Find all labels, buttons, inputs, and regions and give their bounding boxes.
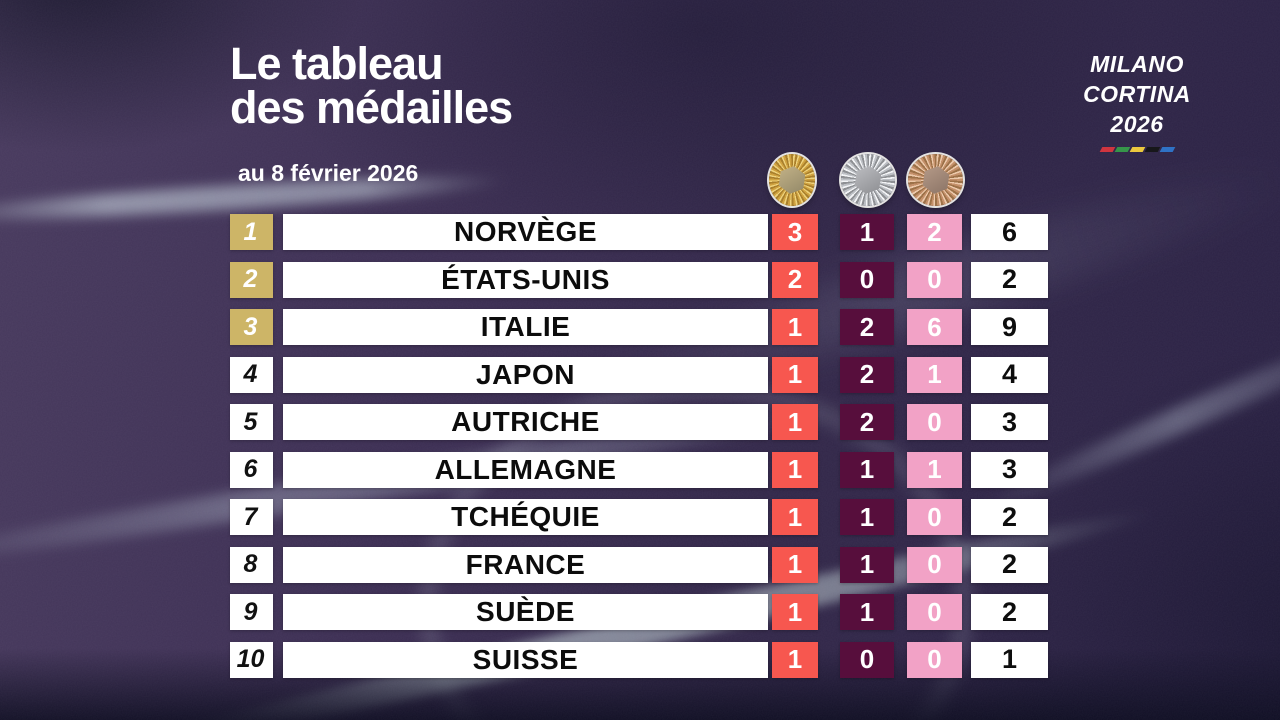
table-row: 9 SUÈDE 1 1 0 2 bbox=[230, 594, 1048, 630]
country-name-cell: ÉTATS-UNIS bbox=[283, 261, 768, 298]
table-row: 8 FRANCE 1 1 0 2 bbox=[230, 546, 1048, 583]
gold-count-cell: 1 bbox=[772, 499, 818, 535]
silver-count-cell: 1 bbox=[840, 546, 894, 583]
gold-count-cell: 1 bbox=[772, 641, 818, 678]
country-name-cell: JAPON bbox=[283, 356, 768, 393]
country-name-cell: AUTRICHE bbox=[283, 404, 768, 440]
table-row: 6 ALLEMAGNE 1 1 1 3 bbox=[230, 451, 1048, 488]
olympic-dash bbox=[1144, 146, 1160, 152]
rank-badge: 4 bbox=[230, 356, 273, 393]
logo-line2: CORTINA bbox=[1083, 80, 1191, 107]
gold-count-cell: 3 bbox=[772, 214, 818, 250]
country-name-cell: FRANCE bbox=[283, 546, 768, 583]
rank-badge: 2 bbox=[230, 261, 273, 298]
country-name-cell: NORVÈGE bbox=[283, 214, 768, 250]
total-count-cell: 1 bbox=[971, 641, 1048, 678]
page-title-line1: Le tableau bbox=[230, 38, 444, 89]
olympic-dash bbox=[1099, 146, 1115, 152]
rank-badge: 6 bbox=[230, 451, 273, 488]
gold-count-cell: 2 bbox=[772, 261, 818, 298]
bronze-count-cell: 2 bbox=[907, 214, 962, 250]
country-name-cell: SUÈDE bbox=[283, 594, 768, 630]
gold-count-cell: 1 bbox=[772, 594, 818, 630]
silver-count-cell: 2 bbox=[840, 356, 894, 393]
table-row: 3 ITALIE 1 2 6 9 bbox=[230, 309, 1048, 345]
gold-count-cell: 1 bbox=[772, 546, 818, 583]
silver-medal-icon bbox=[841, 154, 895, 206]
bronze-count-cell: 0 bbox=[907, 261, 962, 298]
gold-medal-icon bbox=[769, 154, 815, 206]
silver-count-cell: 0 bbox=[840, 261, 894, 298]
table-row: 5 AUTRICHE 1 2 0 3 bbox=[230, 404, 1048, 440]
silver-count-cell: 1 bbox=[840, 214, 894, 250]
table-row: 10 SUISSE 1 0 0 1 bbox=[230, 641, 1048, 678]
olympic-dash bbox=[1114, 146, 1130, 152]
table-row: 1 NORVÈGE 3 1 2 6 bbox=[230, 214, 1048, 250]
medal-table-body: 1 NORVÈGE 3 1 2 6 2 ÉTATS-UNIS 2 0 0 2 3… bbox=[230, 214, 1048, 678]
bronze-medal-icon bbox=[908, 154, 963, 206]
silver-count-cell: 1 bbox=[840, 499, 894, 535]
rank-badge: 7 bbox=[230, 499, 273, 535]
olympic-dash bbox=[1159, 146, 1175, 152]
total-count-cell: 2 bbox=[971, 546, 1048, 583]
bronze-count-cell: 1 bbox=[907, 356, 962, 393]
date-label: au 8 février 2026 bbox=[238, 160, 419, 186]
country-name-cell: ITALIE bbox=[283, 309, 768, 345]
logo-line3: 2026 bbox=[1110, 110, 1164, 137]
olympic-dash bbox=[1129, 146, 1145, 152]
country-name-cell: TCHÉQUIE bbox=[283, 499, 768, 535]
bronze-count-cell: 0 bbox=[907, 499, 962, 535]
total-count-cell: 2 bbox=[971, 261, 1048, 298]
bronze-count-cell: 0 bbox=[907, 641, 962, 678]
country-name-cell: ALLEMAGNE bbox=[283, 451, 768, 488]
gold-count-cell: 1 bbox=[772, 451, 818, 488]
rank-badge: 8 bbox=[230, 546, 273, 583]
bronze-count-cell: 6 bbox=[907, 309, 962, 345]
olympic-dashes bbox=[1058, 146, 1216, 152]
bronze-count-cell: 1 bbox=[907, 451, 962, 488]
silver-count-cell: 2 bbox=[840, 404, 894, 440]
rank-badge: 1 bbox=[230, 214, 273, 250]
page-title-line2: des médailles bbox=[230, 82, 513, 134]
rank-badge: 3 bbox=[230, 309, 273, 345]
rank-badge: 10 bbox=[230, 641, 273, 678]
milano-cortina-logo: MILANO CORTINA 2026 bbox=[1058, 50, 1216, 152]
table-row: 2 ÉTATS-UNIS 2 0 0 2 bbox=[230, 261, 1048, 298]
bronze-count-cell: 0 bbox=[907, 594, 962, 630]
table-row: 7 TCHÉQUIE 1 1 0 2 bbox=[230, 499, 1048, 535]
bronze-count-cell: 0 bbox=[907, 546, 962, 583]
gold-count-cell: 1 bbox=[772, 309, 818, 345]
silver-count-cell: 0 bbox=[840, 641, 894, 678]
silver-count-cell: 2 bbox=[840, 309, 894, 345]
gold-count-cell: 1 bbox=[772, 356, 818, 393]
gold-count-cell: 1 bbox=[772, 404, 818, 440]
rank-badge: 5 bbox=[230, 404, 273, 440]
total-count-cell: 4 bbox=[971, 356, 1048, 393]
rank-badge: 9 bbox=[230, 594, 273, 630]
total-count-cell: 6 bbox=[971, 214, 1048, 250]
total-count-cell: 3 bbox=[971, 451, 1048, 488]
total-count-cell: 9 bbox=[971, 309, 1048, 345]
country-name-cell: SUISSE bbox=[283, 641, 768, 678]
silver-count-cell: 1 bbox=[840, 594, 894, 630]
logo-line1: MILANO bbox=[1090, 51, 1184, 77]
silver-count-cell: 1 bbox=[840, 451, 894, 488]
bronze-count-cell: 0 bbox=[907, 404, 962, 440]
total-count-cell: 3 bbox=[971, 404, 1048, 440]
total-count-cell: 2 bbox=[971, 594, 1048, 630]
page-title: Le tableau des médailles bbox=[230, 38, 513, 134]
table-row: 4 JAPON 1 2 1 4 bbox=[230, 356, 1048, 393]
total-count-cell: 2 bbox=[971, 499, 1048, 535]
